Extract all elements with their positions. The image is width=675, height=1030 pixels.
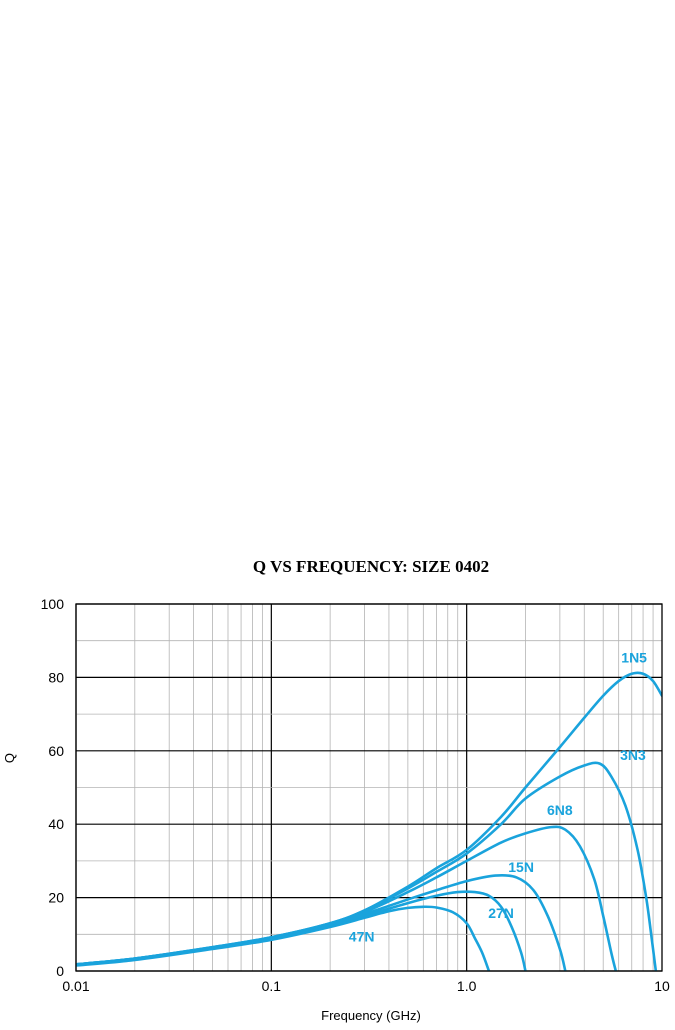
x-tick-label: 10 — [654, 978, 670, 994]
y-tick-label: 0 — [56, 963, 64, 979]
series-line-1n5 — [76, 671, 662, 966]
x-tick-label: 0.1 — [262, 978, 282, 994]
y-tick-label: 60 — [48, 743, 64, 759]
y-tick-label: 40 — [48, 816, 64, 832]
y-axis-label: Q — [2, 753, 17, 763]
series-label-47n: 47N — [349, 929, 375, 945]
series-lines — [76, 671, 662, 971]
series-labels: 1N5 3N3 6N8 15N 27N 47N — [349, 650, 647, 945]
series-line-6n8 — [76, 825, 618, 971]
series-label-15n: 15N — [508, 859, 534, 875]
x-tick-label: 0.01 — [62, 978, 89, 994]
plot-frame — [75, 603, 663, 972]
series-line-47n — [76, 905, 491, 971]
series-label-6n8: 6N8 — [547, 802, 573, 818]
y-tick-label: 80 — [48, 669, 64, 685]
x-tick-label: 1.0 — [457, 978, 477, 994]
chart-title: Q VS FREQUENCY: SIZE 0402 — [253, 557, 489, 576]
y-tick-label: 100 — [41, 596, 65, 612]
x-axis-label: Frequency (GHz) — [321, 1008, 421, 1023]
series-label-3n3: 3N3 — [620, 747, 646, 763]
y-tick-label: 20 — [48, 890, 64, 906]
series-label-1n5: 1N5 — [621, 650, 647, 666]
series-label-27n: 27N — [488, 905, 514, 921]
